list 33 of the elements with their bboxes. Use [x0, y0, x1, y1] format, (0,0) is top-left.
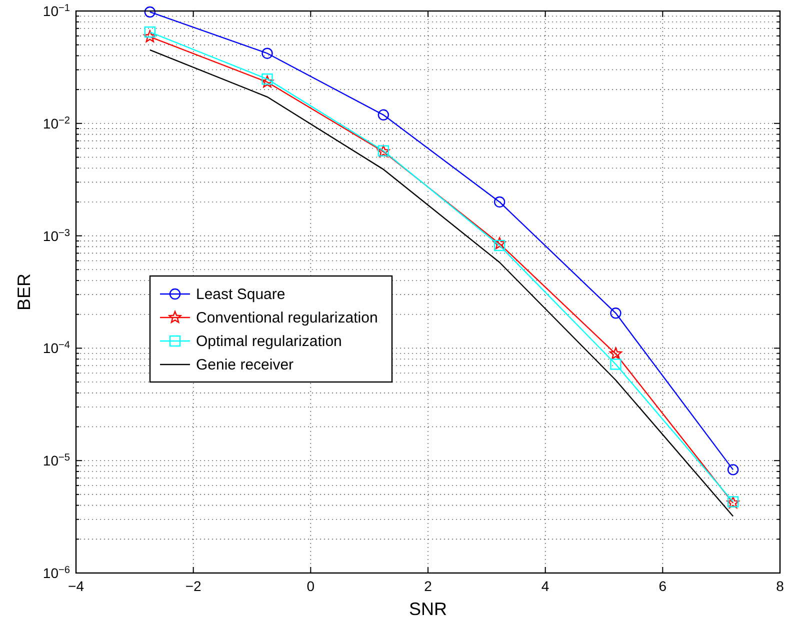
point [144, 6, 156, 18]
point [262, 73, 273, 85]
x-tick-label: −4 [68, 578, 84, 594]
x-tick-label: 0 [306, 578, 315, 594]
x-tick-label: 2 [424, 578, 432, 594]
point [378, 109, 390, 121]
point [493, 237, 506, 250]
x-tick-label: 6 [658, 578, 667, 594]
y-tick-label: 10$^{−2}$ [42, 114, 70, 132]
point [260, 76, 274, 88]
legend-label: Least Square [196, 286, 286, 303]
point [610, 358, 622, 370]
y-tick-label: 10$^{−6}$ [42, 564, 70, 581]
legend-label: Conventional regularization [196, 310, 378, 326]
point [610, 308, 622, 319]
x-tick-label: 8 [776, 578, 784, 594]
point [494, 196, 506, 208]
y-tick-label: 10$^{−1}$ [42, 2, 70, 19]
point [494, 240, 506, 252]
y-axis-title: BER [14, 273, 34, 311]
legend-label: Optimal regularization [196, 333, 342, 350]
y-tick-label: 10$^{−5}$ [42, 452, 70, 469]
x-tick-label: 4 [541, 578, 550, 594]
y-tick-label: 10$^{−3}$ [42, 227, 70, 244]
point [144, 26, 156, 38]
point [262, 48, 273, 59]
x-axis-title: SNR [408, 599, 448, 619]
x-tick-label: −2 [185, 578, 202, 594]
legend-label: Genie receiver [196, 356, 294, 374]
point [144, 30, 156, 42]
y-tick-label: 10$^{−4}$ [42, 340, 70, 356]
point [609, 347, 622, 360]
point [727, 464, 739, 476]
